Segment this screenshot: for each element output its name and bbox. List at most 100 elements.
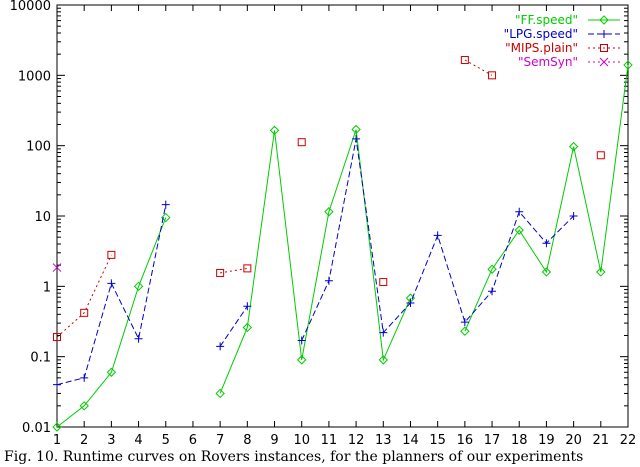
data-point xyxy=(487,264,497,274)
y-tick-label: 0.1 xyxy=(30,351,51,366)
x-tick-label: 13 xyxy=(375,433,392,448)
data-point xyxy=(297,355,307,365)
data-point xyxy=(106,367,117,377)
legend-marker xyxy=(600,30,608,38)
x-tick-label: 2 xyxy=(80,433,88,448)
x-tick-label: 17 xyxy=(484,433,501,448)
x-tick-label: 7 xyxy=(216,433,224,448)
data-point xyxy=(53,333,61,342)
data-point xyxy=(161,212,171,223)
data-point xyxy=(107,279,116,288)
x-tick-label: 20 xyxy=(565,433,582,448)
x-tick-label: 6 xyxy=(189,433,197,448)
series-line xyxy=(56,254,112,338)
data-point xyxy=(53,380,61,389)
x-tick-label: 5 xyxy=(162,433,170,448)
data-point xyxy=(514,225,524,235)
data-point xyxy=(488,71,497,80)
x-tick-label: 10 xyxy=(293,433,310,448)
data-point xyxy=(541,267,552,277)
data-point xyxy=(515,207,524,216)
x-tick-label: 4 xyxy=(134,433,142,448)
data-point xyxy=(406,298,415,307)
data-point xyxy=(379,278,388,287)
data-point xyxy=(542,239,551,248)
y-tick-label: 10000 xyxy=(10,0,51,14)
data-point xyxy=(378,355,388,365)
data-point xyxy=(107,250,116,259)
data-point xyxy=(623,60,633,70)
data-point xyxy=(297,138,306,147)
x-tick-label: 21 xyxy=(593,433,610,448)
y-tick-label: 1000 xyxy=(18,69,51,84)
x-tick-label: 16 xyxy=(457,433,474,448)
data-point xyxy=(243,302,252,311)
y-tick-label: 0.01 xyxy=(22,421,51,436)
series-1 xyxy=(53,134,578,389)
data-point xyxy=(433,231,442,240)
series-2 xyxy=(53,56,605,342)
series-line xyxy=(219,306,248,347)
x-tick-label: 12 xyxy=(348,433,365,448)
data-point xyxy=(460,326,470,336)
data-point xyxy=(460,318,469,327)
data-point xyxy=(488,287,497,296)
axes: 1 2 3 4 5 6 7 8 9 10 11 12 13 14 15 16 17 18 19 20 21 220.010… xyxy=(10,0,637,448)
data-point xyxy=(80,373,89,382)
x-tick-label: 8 xyxy=(243,433,251,448)
x-tick-label: 9 xyxy=(270,433,278,448)
legend-marker xyxy=(600,44,608,52)
x-tick-label: 1 xyxy=(53,433,61,448)
data-point xyxy=(569,212,578,220)
data-point xyxy=(216,342,225,351)
series-3 xyxy=(52,263,62,272)
legend-label: "LPG.speed" xyxy=(504,27,578,41)
series-line xyxy=(219,129,411,394)
y-tick-label: 1 xyxy=(43,280,51,295)
data-point xyxy=(568,141,579,152)
data-point xyxy=(243,264,252,273)
y-tick-label: 100 xyxy=(26,140,51,155)
data-point xyxy=(352,134,361,143)
series-layer xyxy=(52,56,633,432)
x-tick-label: 14 xyxy=(402,433,419,448)
data-point xyxy=(596,151,605,160)
series-line xyxy=(56,217,167,428)
data-point xyxy=(324,207,334,217)
x-tick-label: 11 xyxy=(321,433,338,448)
series-line xyxy=(464,65,629,332)
data-point xyxy=(216,268,225,277)
series-line xyxy=(56,204,167,386)
figure-caption: Fig. 10. Runtime curves on Rovers instan… xyxy=(4,449,584,465)
data-point xyxy=(596,267,606,277)
x-tick-label: 19 xyxy=(538,433,555,448)
data-point xyxy=(80,308,89,317)
data-point xyxy=(52,422,62,432)
y-tick-label: 10 xyxy=(34,210,51,225)
data-point xyxy=(242,322,253,333)
series-0 xyxy=(52,60,633,432)
data-point xyxy=(79,401,89,411)
data-point xyxy=(215,388,225,399)
data-point xyxy=(297,336,306,345)
x-tick-label: 22 xyxy=(620,433,637,448)
data-point xyxy=(161,200,170,209)
legend-label: "SemSyn" xyxy=(518,55,578,69)
legend-marker xyxy=(599,15,609,25)
data-point xyxy=(269,125,280,136)
x-tick-label: 18 xyxy=(511,433,528,448)
x-tick-label: 15 xyxy=(429,433,446,448)
legend-label: "MIPS.plain" xyxy=(505,41,578,55)
data-point xyxy=(52,263,62,272)
data-point xyxy=(134,334,143,343)
x-tick-label: 3 xyxy=(107,433,115,448)
data-point xyxy=(379,328,388,337)
legend-label: "FF.speed" xyxy=(515,13,578,27)
runtime-chart: 1 2 3 4 5 6 7 8 9 10 11 12 13 14 15 16 17 18 19 20 21 220.010… xyxy=(10,0,637,448)
data-point xyxy=(324,276,333,285)
legend-marker xyxy=(599,57,609,67)
series-line xyxy=(220,267,248,274)
legend: "FF.speed""LPG.speed""MIPS.plain""SemSyn… xyxy=(504,13,620,69)
data-point xyxy=(133,281,144,292)
series-line xyxy=(464,59,493,76)
